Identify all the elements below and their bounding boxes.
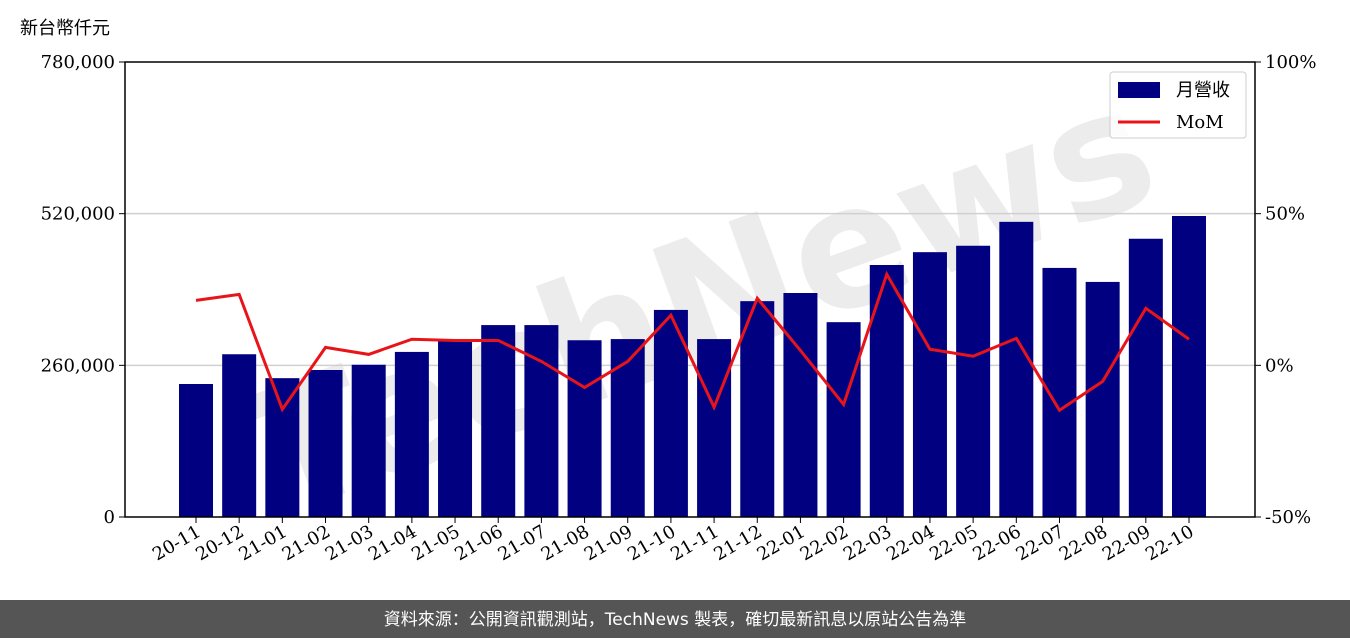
plot-frame (124, 61, 1256, 518)
bar (265, 378, 300, 517)
x-tick-label: 22-03 (840, 521, 895, 565)
bar (524, 325, 559, 517)
y-tick-label: 780,000 (41, 52, 115, 73)
x-tick-label: 21-08 (538, 521, 593, 565)
x-tick-label: 22-10 (1142, 521, 1197, 565)
x-tick-label: 22-08 (1056, 521, 1111, 565)
x-tick-label: 21-04 (365, 521, 420, 565)
bar (394, 351, 429, 517)
y-tick-label: 520,000 (41, 204, 115, 225)
bar (740, 301, 775, 517)
legend-swatch (1118, 82, 1160, 98)
x-tick-label: 22-07 (1013, 521, 1068, 565)
bar (610, 339, 645, 517)
x-tick-label: 21-10 (624, 521, 679, 565)
bar (999, 221, 1034, 518)
y-axis-label: 新台幣仟元 (20, 18, 110, 39)
bar (1128, 238, 1163, 517)
x-tick-label: 20-12 (192, 521, 247, 565)
y-tick-label: 260,000 (41, 355, 115, 376)
y2-tick-label: -50% (1265, 507, 1311, 528)
bar (912, 252, 947, 517)
bar (783, 293, 818, 517)
line (195, 270, 1190, 413)
bar (697, 339, 732, 517)
x-tick-label: 21-11 (667, 521, 722, 565)
bar (481, 325, 516, 517)
x-tick-label: 22-09 (1099, 521, 1154, 565)
bar (1172, 216, 1206, 517)
x-tick-label: 20-11 (149, 521, 204, 565)
y-tick-label: 0 (104, 507, 115, 528)
bar (826, 322, 861, 517)
x-tick-label: 21-06 (451, 521, 506, 565)
y2-tick-label: 50% (1265, 204, 1305, 225)
x-tick-label: 21-05 (408, 521, 463, 565)
x-tick-label: 21-07 (494, 521, 549, 565)
footer-bar (0, 600, 1350, 638)
bar (567, 340, 602, 517)
bar (956, 245, 991, 517)
bar (438, 340, 473, 517)
legend-label: 月營收 (1176, 80, 1230, 101)
x-tick-label: 21-01 (235, 521, 290, 565)
bar (308, 370, 343, 517)
bar (869, 265, 904, 517)
y2-tick-label: 0% (1265, 355, 1294, 376)
footer: 資料來源：公開資訊觀測站，TechNews 製表，確切最新訊息以原站公告為準 (384, 610, 966, 630)
x-tick-label: 22-05 (926, 521, 981, 565)
x-tick-label: 21-12 (710, 521, 765, 565)
bar (179, 384, 213, 517)
x-tick-label: 22-04 (883, 521, 938, 565)
legend-label: MoM (1176, 112, 1224, 133)
x-tick-label: 21-09 (581, 521, 636, 565)
bar (653, 309, 688, 517)
x-tick-label: 22-01 (753, 521, 808, 565)
y2-tick-label: 100% (1265, 52, 1316, 73)
x-tick-label: 22-06 (969, 521, 1024, 565)
bar (1085, 281, 1120, 517)
bar (351, 364, 386, 517)
bar (222, 354, 257, 517)
x-tick-label: 22-02 (797, 521, 852, 565)
